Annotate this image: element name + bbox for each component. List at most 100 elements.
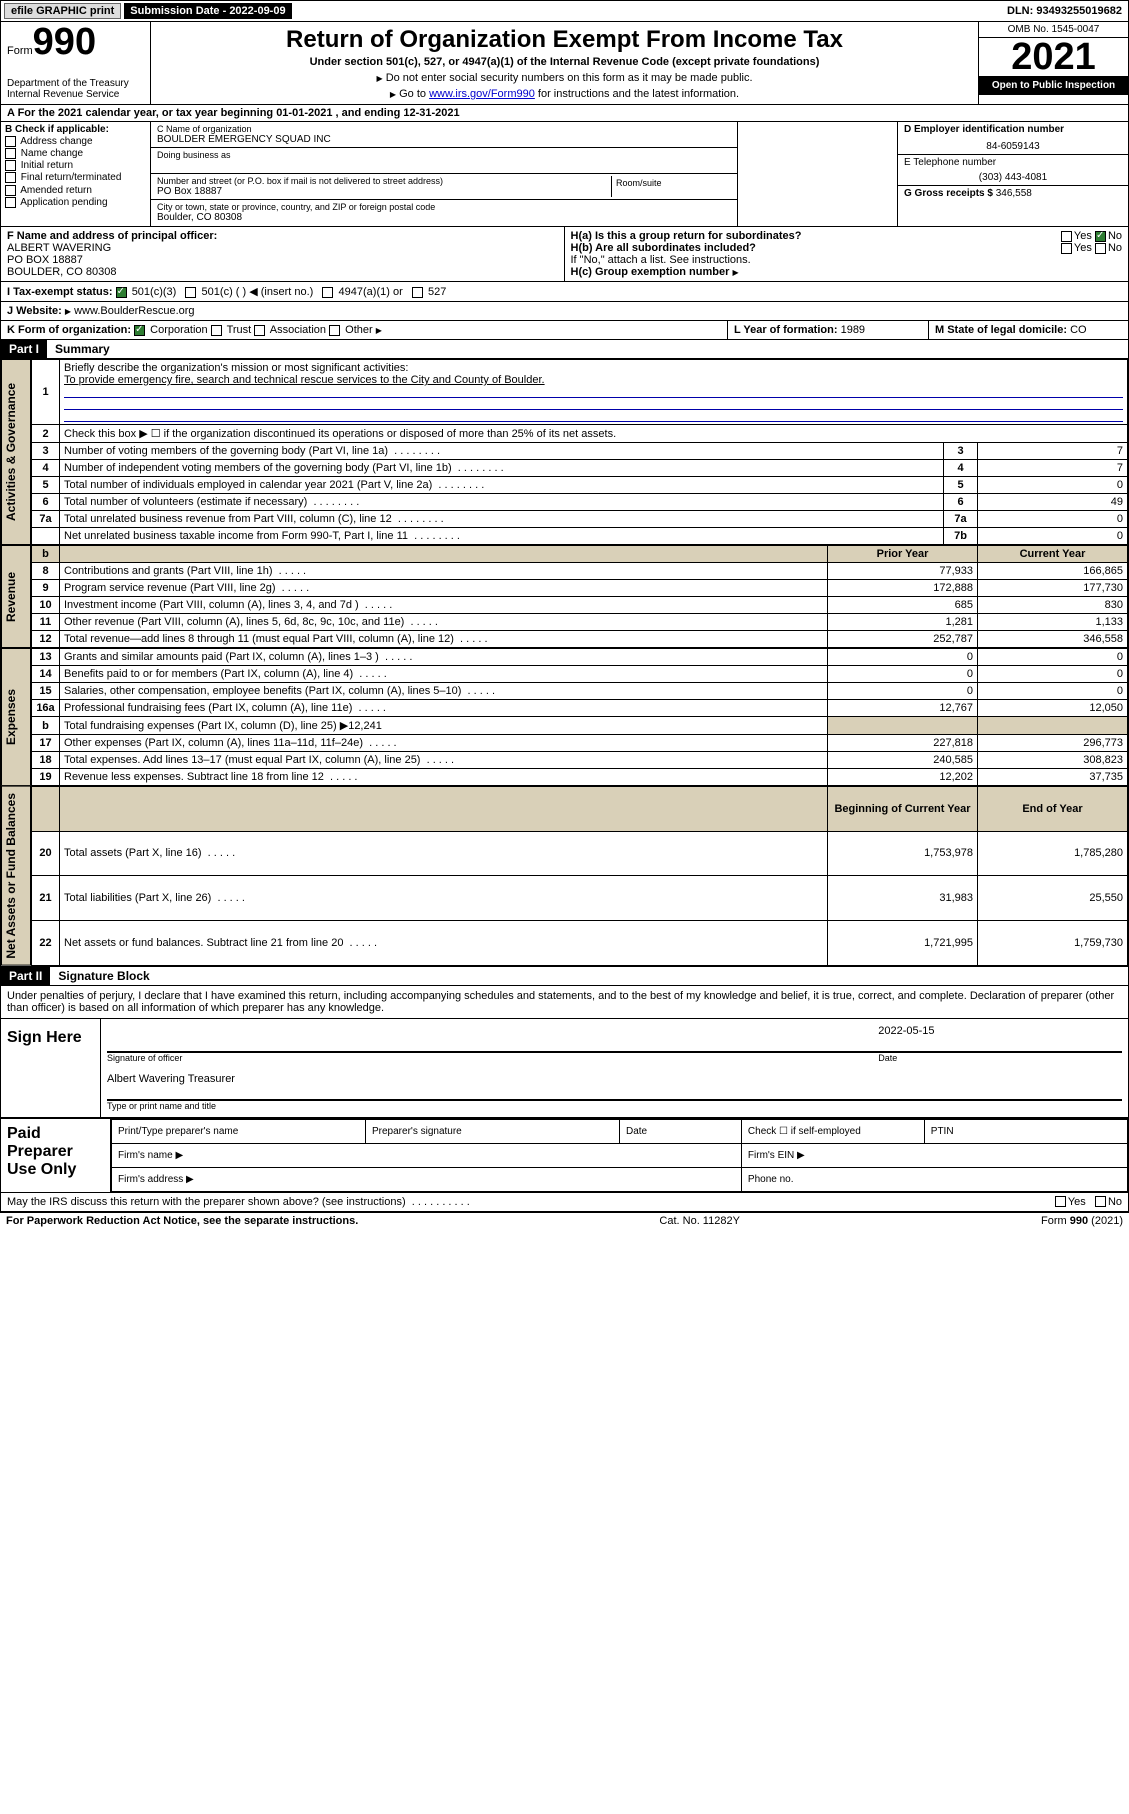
chk-app-pending[interactable]: [5, 197, 16, 208]
col-d-spacer: [738, 122, 898, 226]
row-k: K Form of organization: Corporation Trus…: [1, 321, 728, 339]
header-left: Form990 Department of the Treasury Inter…: [1, 22, 151, 104]
year-formation: 1989: [841, 324, 865, 336]
chk-trust[interactable]: [211, 325, 222, 336]
part1-tag: Part I: [1, 340, 47, 358]
chk-hb-yes[interactable]: [1061, 243, 1072, 254]
instructions-link[interactable]: www.irs.gov/Form990: [429, 88, 535, 100]
vlabel-expenses: Expenses: [1, 648, 31, 786]
sig-date-value: 2022-05-15: [878, 1025, 1122, 1037]
prep-ptin-label: PTIN: [924, 1119, 1127, 1143]
opt-trust: Trust: [227, 324, 252, 336]
table-row: 17 Other expenses (Part IX, column (A), …: [32, 735, 1128, 752]
chk-527[interactable]: [412, 287, 423, 298]
chk-final-return[interactable]: [5, 172, 16, 183]
footer-center: Cat. No. 11282Y: [659, 1215, 740, 1227]
hc-label: H(c) Group exemption number: [571, 266, 733, 278]
lbl-app-pending: Application pending: [20, 197, 107, 208]
irs-label: Internal Revenue Service: [7, 89, 144, 100]
rev-header: b Prior Year Current Year: [32, 546, 1128, 563]
lbl-name-change: Name change: [21, 148, 83, 159]
row-m: M State of legal domicile: CO: [928, 321, 1128, 339]
chk-address-change[interactable]: [5, 136, 16, 147]
city-label: City or town, state or province, country…: [157, 202, 731, 212]
table-row: 13 Grants and similar amounts paid (Part…: [32, 649, 1128, 666]
vlabel-revenue: Revenue: [1, 545, 31, 648]
opt-527: 527: [428, 286, 446, 298]
section-revenue: Revenue b Prior Year Current Year 8 Cont…: [0, 545, 1129, 648]
header-center: Return of Organization Exempt From Incom…: [151, 22, 978, 104]
table-revenue: b Prior Year Current Year 8 Contribution…: [31, 545, 1128, 648]
row-f: F Name and address of principal officer:…: [1, 227, 565, 281]
sign-lines: 2022-05-15 Signature of officer Date Alb…: [101, 1019, 1128, 1117]
note-goto-pre: Go to: [399, 88, 429, 100]
section-netassets: Net Assets or Fund Balances Beginning of…: [0, 786, 1129, 967]
chk-discuss-no[interactable]: [1095, 1196, 1106, 1207]
table-row: 22 Net assets or fund balances. Subtract…: [32, 920, 1128, 965]
lbl-initial-return: Initial return: [21, 160, 73, 171]
form-title: Return of Organization Exempt From Incom…: [157, 26, 972, 54]
row-q2: 2 Check this box ▶ ☐ if the organization…: [32, 425, 1128, 443]
ein-label: D Employer identification number: [904, 124, 1122, 135]
table-row: 4 Number of independent voting members o…: [32, 460, 1128, 477]
sig-name-value: Albert Wavering Treasurer: [107, 1073, 1122, 1085]
part2-tag: Part II: [1, 967, 50, 985]
row-f-h: F Name and address of principal officer:…: [0, 227, 1129, 282]
section-expenses: Expenses 13 Grants and similar amounts p…: [0, 648, 1129, 786]
note-ssn: Do not enter social security numbers on …: [386, 72, 753, 84]
opt-4947: 4947(a)(1) or: [339, 286, 403, 298]
chk-amended[interactable]: [5, 185, 16, 196]
table-row: 5 Total number of individuals employed i…: [32, 477, 1128, 494]
tel-value: (303) 443-4081: [904, 172, 1122, 183]
chk-assoc[interactable]: [254, 325, 265, 336]
table-expenses: 13 Grants and similar amounts paid (Part…: [31, 648, 1128, 786]
lbl-final-return: Final return/terminated: [21, 173, 122, 184]
chk-name-change[interactable]: [5, 148, 16, 159]
lbl-discuss-no: No: [1108, 1196, 1122, 1208]
chk-initial-return[interactable]: [5, 160, 16, 171]
chk-discuss-yes[interactable]: [1055, 1196, 1066, 1207]
org-name: BOULDER EMERGENCY SQUAD INC: [157, 134, 731, 145]
paid-preparer-table: Print/Type preparer's name Preparer's si…: [111, 1119, 1128, 1192]
chk-501c3[interactable]: [116, 287, 127, 298]
table-row: 18 Total expenses. Add lines 13–17 (must…: [32, 752, 1128, 769]
table-row: 20 Total assets (Part X, line 16) . . . …: [32, 831, 1128, 876]
row-a-period: A For the 2021 calendar year, or tax yea…: [0, 105, 1129, 122]
submission-date: Submission Date - 2022-09-09: [124, 3, 291, 19]
col-boy: Beginning of Current Year: [828, 787, 978, 832]
paid-preparer-label: Paid Preparer Use Only: [1, 1119, 111, 1192]
efile-button[interactable]: efile GRAPHIC print: [4, 3, 121, 19]
part2-header: Part II Signature Block: [0, 967, 1129, 986]
chk-501c[interactable]: [185, 287, 196, 298]
row-q1: 1 Briefly describe the organization's mi…: [32, 360, 1128, 425]
vlabel-governance: Activities & Governance: [1, 359, 31, 545]
table-row: 16a Professional fundraising fees (Part …: [32, 700, 1128, 717]
lbl-discuss-yes: Yes: [1068, 1196, 1086, 1208]
row-j-label: J Website:: [7, 305, 65, 317]
vlabel-netassets: Net Assets or Fund Balances: [1, 786, 31, 966]
chk-other[interactable]: [329, 325, 340, 336]
gross-value: 346,558: [996, 188, 1032, 199]
prep-date-label: Date: [620, 1119, 742, 1143]
name-label: C Name of organization: [157, 124, 731, 134]
chk-ha-no[interactable]: [1095, 231, 1106, 242]
note-goto-post: for instructions and the latest informat…: [535, 88, 739, 100]
chk-4947[interactable]: [322, 287, 333, 298]
tel-label: E Telephone number: [904, 157, 1122, 168]
chk-corp[interactable]: [134, 325, 145, 336]
table-row: 6 Total number of volunteers (estimate i…: [32, 494, 1128, 511]
col-eoy: End of Year: [978, 787, 1128, 832]
chk-hb-no[interactable]: [1095, 243, 1106, 254]
hb-note: If "No," attach a list. See instructions…: [571, 254, 1123, 266]
chk-ha-yes[interactable]: [1061, 231, 1072, 242]
col-prior-year: Prior Year: [828, 546, 978, 563]
form-number: 990: [33, 21, 96, 63]
form-header: Form990 Department of the Treasury Inter…: [0, 22, 1129, 105]
row-16b-desc: Total fundraising expenses (Part IX, col…: [60, 717, 828, 735]
part2-title: Signature Block: [50, 967, 157, 985]
col-c-name: C Name of organization BOULDER EMERGENCY…: [151, 122, 738, 226]
firm-phone-label: Phone no.: [741, 1167, 1127, 1191]
may-discuss-text: May the IRS discuss this return with the…: [7, 1196, 406, 1208]
open-public: Open to Public Inspection: [979, 76, 1128, 95]
table-row: 10 Investment income (Part VIII, column …: [32, 597, 1128, 614]
